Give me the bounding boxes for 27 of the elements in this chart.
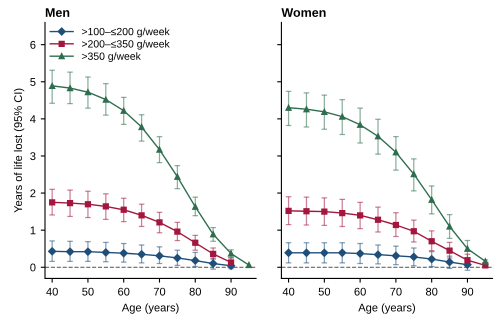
y-tick-label: 3 (30, 152, 36, 160)
x-tick-label: 40 (46, 288, 58, 296)
x-tick-label: 50 (82, 288, 94, 296)
chart-title: Women (281, 8, 326, 17)
legend-label: >100–≤200 g/week (82, 28, 170, 38)
y-tick-label: 4 (30, 115, 36, 123)
y-tick-label: 1 (30, 226, 36, 234)
y-tick-label: 6 (30, 40, 36, 49)
legend-label: >350 g/week (82, 52, 141, 62)
y-tick-label: 0 (30, 264, 36, 272)
x-tick-label: 70 (154, 288, 166, 296)
x-tick-label: 90 (462, 288, 474, 296)
x-tick-label: 60 (118, 288, 130, 296)
y-tick-label: 2 (30, 189, 36, 198)
x-tick-label: 80 (426, 288, 438, 296)
legend-label: >200–≤350 g/week (82, 40, 170, 50)
x-tick-label: 70 (390, 288, 402, 296)
x-axis-title: Age (years) (358, 303, 415, 314)
x-tick-label: 40 (282, 288, 294, 296)
x-axis-title: Age (years) (122, 303, 179, 314)
chart-title: Men (46, 8, 70, 17)
y-axis-title: Years of life lost (95% CI) (14, 88, 24, 213)
x-tick-label: 90 (225, 288, 237, 296)
x-tick-label: 50 (318, 288, 330, 296)
y-tick-label: 5 (30, 78, 36, 86)
x-tick-label: 80 (190, 288, 202, 296)
x-tick-label: 60 (354, 288, 366, 296)
